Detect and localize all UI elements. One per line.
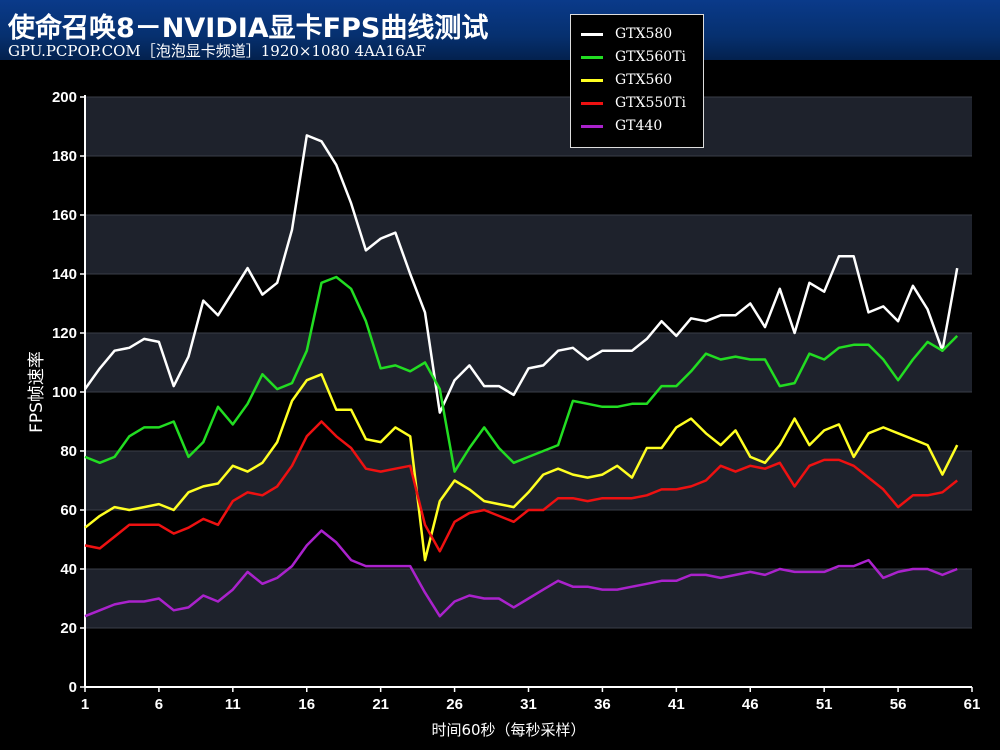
legend-item-gtx560ti: GTX560Ti bbox=[581, 46, 686, 68]
y-tick-label: 180 bbox=[52, 148, 77, 165]
y-tick-label: 200 bbox=[52, 89, 77, 106]
x-tick-label: 21 bbox=[372, 696, 389, 713]
y-tick-label: 160 bbox=[52, 207, 77, 224]
x-tick-label: 26 bbox=[446, 696, 463, 713]
x-tick-label: 56 bbox=[890, 696, 907, 713]
series-line-gtx560 bbox=[84, 373, 959, 562]
chart-legend: GTX580 GTX560Ti GTX560 GTX550Ti GT440 bbox=[570, 14, 704, 148]
header-bar: 使命召唤8－NVIDIA显卡FPS曲线测试 GPU.PCPOP.COM［泡泡显卡… bbox=[0, 0, 1000, 60]
legend-item-gt440: GT440 bbox=[581, 115, 662, 137]
legend-swatch bbox=[581, 55, 603, 59]
y-tick-label: 80 bbox=[60, 443, 77, 460]
x-tick-label: 16 bbox=[298, 696, 315, 713]
series-line-gtx550ti bbox=[84, 420, 958, 553]
y-tick-label: 40 bbox=[60, 561, 77, 578]
y-tick-label: 100 bbox=[52, 384, 77, 401]
y-tick-label: 20 bbox=[60, 620, 77, 637]
x-tick-label: 46 bbox=[742, 696, 759, 713]
legend-swatch bbox=[581, 78, 603, 82]
x-tick-label: 41 bbox=[668, 696, 685, 713]
legend-label: GTX550Ti bbox=[615, 95, 687, 111]
legend-swatch bbox=[581, 124, 603, 128]
plot-band bbox=[85, 628, 972, 687]
plot-band bbox=[85, 333, 972, 392]
legend-label: GTX560 bbox=[615, 72, 673, 88]
x-tick-label: 31 bbox=[520, 696, 537, 713]
x-tick-label: 11 bbox=[225, 696, 241, 713]
y-tick-label: 140 bbox=[52, 266, 77, 283]
legend-swatch bbox=[581, 32, 603, 36]
x-tick-label: 51 bbox=[816, 696, 833, 713]
page-title: 使命召唤8－NVIDIA显卡FPS曲线测试 bbox=[8, 13, 489, 44]
legend-item-gtx560: GTX560 bbox=[581, 69, 672, 91]
page-subtitle: GPU.PCPOP.COM［泡泡显卡频道］1920×1080 4AA16AF bbox=[8, 42, 426, 60]
plot-band bbox=[85, 392, 972, 451]
plot-band bbox=[85, 274, 972, 333]
series-line-gtx580 bbox=[83, 134, 959, 414]
series-line-gtx560ti bbox=[84, 275, 959, 473]
series-line-gt440 bbox=[84, 529, 958, 618]
y-tick-label: 120 bbox=[52, 325, 77, 342]
legend-label: GTX560Ti bbox=[615, 49, 687, 65]
x-tick-label: 1 bbox=[81, 696, 89, 713]
y-axis-title: FPS帧速率 bbox=[27, 351, 47, 433]
legend-item-gtx550ti: GTX550Ti bbox=[581, 92, 686, 114]
x-tick-label: 6 bbox=[155, 696, 163, 713]
legend-label: GTX580 bbox=[615, 26, 673, 42]
y-tick-label: 0 bbox=[69, 679, 77, 696]
plot-band bbox=[85, 156, 972, 215]
x-axis-title: 时间60秒（每秒采样） bbox=[431, 721, 585, 739]
legend-item-gtx580: GTX580 bbox=[581, 23, 672, 45]
plot-band bbox=[85, 97, 972, 156]
legend-swatch bbox=[581, 101, 603, 105]
x-tick-label: 61 bbox=[964, 696, 981, 713]
x-tick-label: 36 bbox=[594, 696, 611, 713]
plot-band bbox=[85, 215, 972, 274]
y-tick-label: 60 bbox=[60, 502, 77, 519]
plot-band bbox=[85, 510, 972, 569]
legend-label: GT440 bbox=[615, 118, 663, 134]
